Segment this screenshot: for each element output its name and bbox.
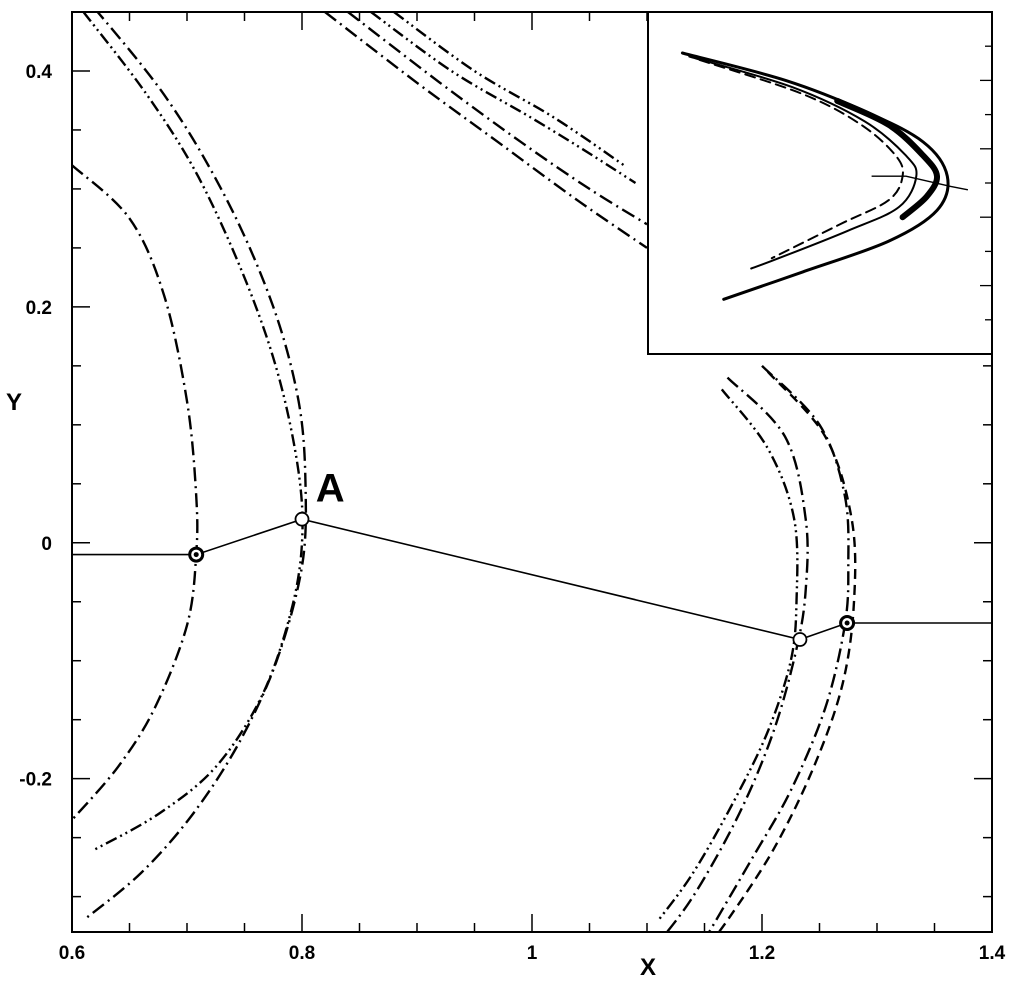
curve-7 [324,12,648,249]
inset-curve-3 [698,58,904,260]
inset-frame [647,11,993,355]
marker-3 [792,632,808,647]
inset-curve-4 [834,97,941,221]
inset-curve-1 [680,51,950,301]
inset-curve-2 [688,55,918,270]
x-tick-label: 0.6 [59,943,85,964]
trajectory-layer [72,518,992,641]
curve-3 [82,12,304,851]
curve-2 [82,12,308,922]
x-tick-label: 1.4 [979,943,1006,964]
curves-layer [72,12,857,932]
markers-layer [188,511,856,647]
curve-11 [717,370,857,932]
y-axis-label: Y [6,389,22,416]
y-tick-label: -0.2 [19,770,52,791]
curve-8 [665,376,809,932]
x-tick-label: 0.8 [289,943,315,964]
inset-curves [680,51,969,301]
trajectory-line [72,518,992,641]
marker-2 [294,511,310,527]
tick-labels-layer: 0.6 0.8 1 1.2 1.4 0.4 0.2 0 -0.2 [19,62,1005,964]
marker-4 [839,614,856,631]
marker-1 [188,546,205,563]
y-tick-label: 0.2 [26,298,52,319]
x-tick-label: 1 [527,943,538,964]
curve-10 [657,388,799,921]
curve-9 [707,364,850,932]
inset-trajectory [871,175,969,191]
point-label-a: A [316,466,345,510]
y-tick-label: 0 [41,534,52,555]
y-tick-label: 0.4 [26,62,53,83]
curve-4 [370,12,637,185]
curve-5 [347,12,648,226]
curve-1 [72,164,199,821]
inset-ticks [980,45,992,321]
curve-6 [393,12,625,167]
inset-plot [647,11,993,355]
x-tick-label: 1.2 [749,943,775,964]
x-axis-label: X [640,954,656,981]
